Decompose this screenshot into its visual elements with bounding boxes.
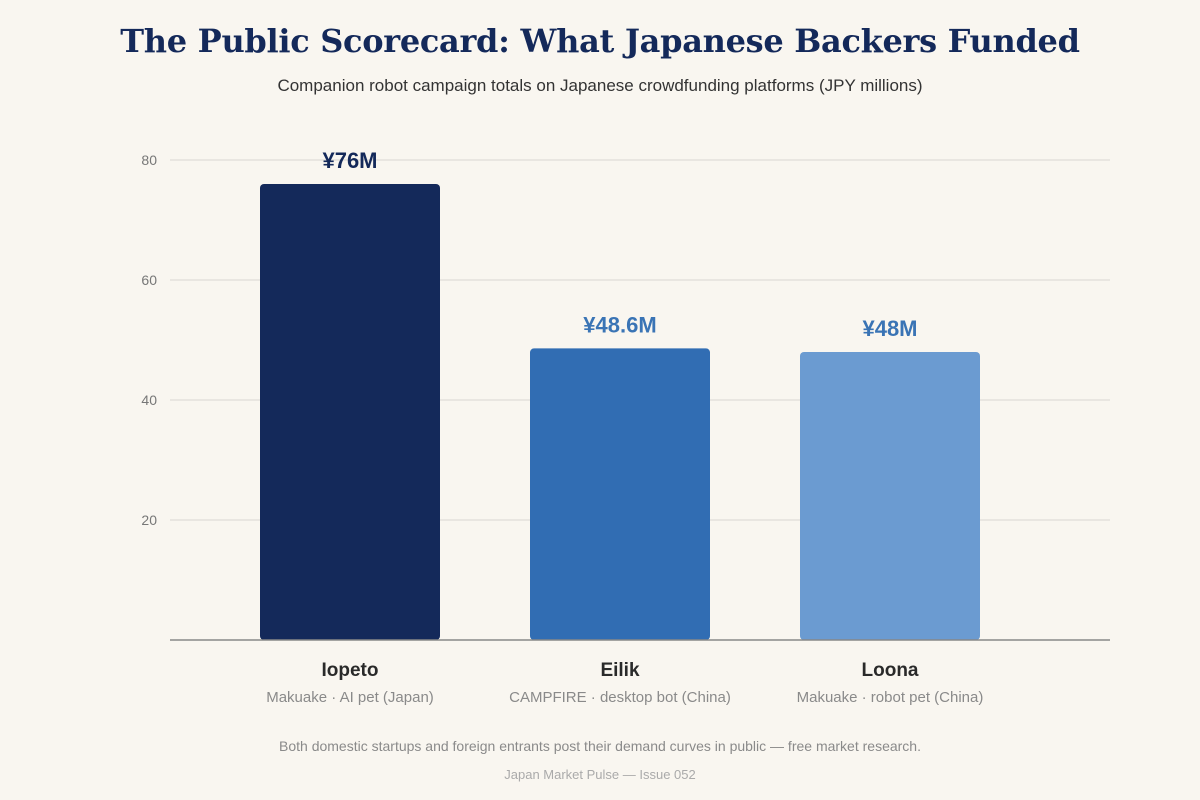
bar <box>260 184 440 640</box>
y-tick-label: 60 <box>141 272 157 288</box>
source-credit: Japan Market Pulse — Issue 052 <box>504 767 696 782</box>
bar-value-label: ¥48.6M <box>583 312 656 337</box>
x-category-detail: Makuake · robot pet (China) <box>797 689 984 706</box>
x-category-detail: Makuake · AI pet (Japan) <box>266 689 434 706</box>
chart-subtitle: Companion robot campaign totals on Japan… <box>277 76 923 95</box>
x-category-label: Loona <box>862 660 919 681</box>
y-tick-label: 80 <box>141 152 157 168</box>
x-category-label: Eilik <box>600 660 640 681</box>
footnote: Both domestic startups and foreign entra… <box>279 738 921 754</box>
bar-value-label: ¥48M <box>862 316 917 341</box>
y-tick-label: 20 <box>141 512 157 528</box>
x-category-detail: CAMPFIRE · desktop bot (China) <box>509 689 731 706</box>
bar-value-label: ¥76M <box>322 148 377 173</box>
y-tick-label: 40 <box>141 392 157 408</box>
chart-title: The Public Scorecard: What Japanese Back… <box>120 22 1080 60</box>
bar <box>530 348 710 640</box>
x-category-label: Iopeto <box>322 660 379 681</box>
bar <box>800 352 980 640</box>
